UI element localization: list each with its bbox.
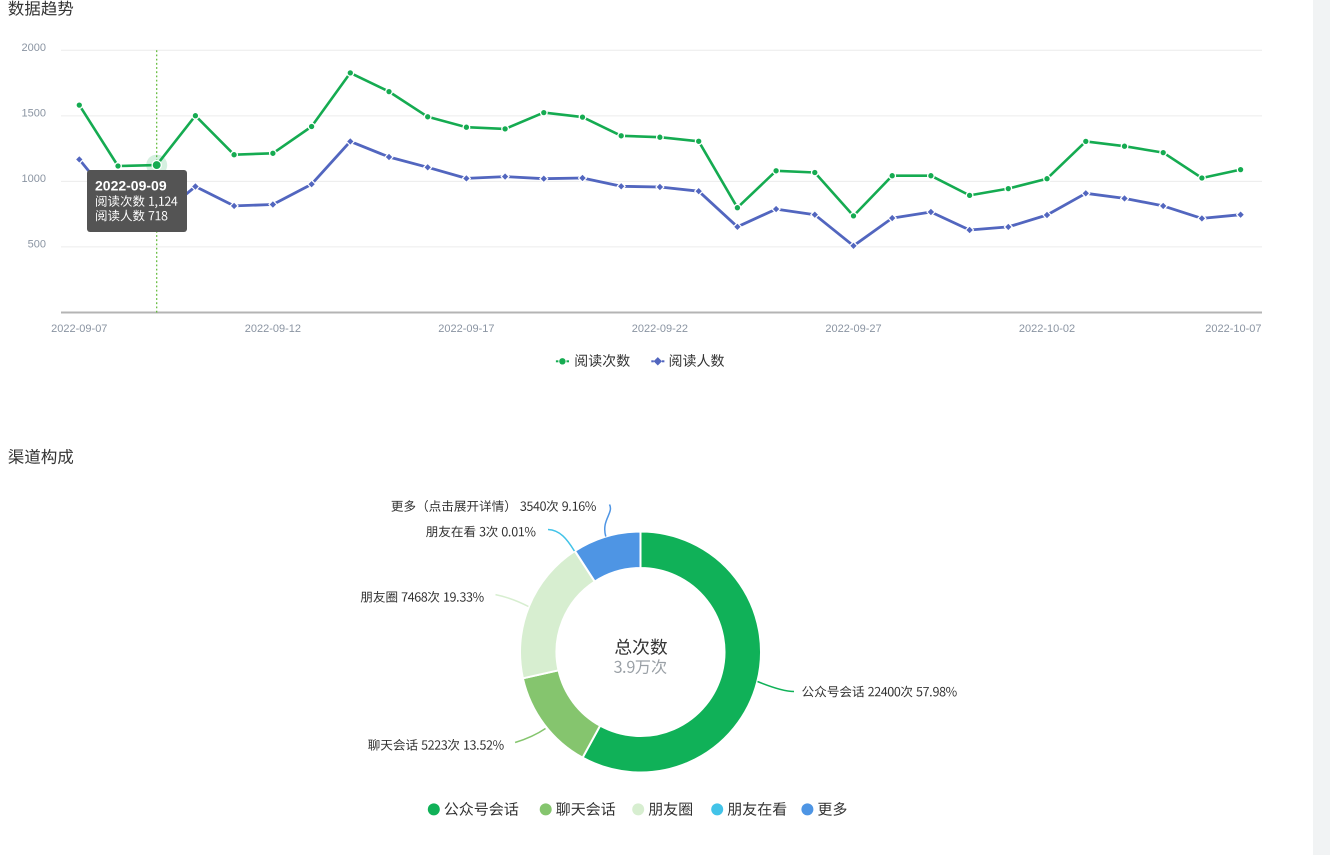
- svg-text:2022-10-07: 2022-10-07: [1205, 323, 1261, 335]
- svg-text:2022-09-07: 2022-09-07: [51, 323, 107, 335]
- svg-text:2022-09-17: 2022-09-17: [438, 323, 494, 335]
- svg-text:2022-09-22: 2022-09-22: [632, 323, 688, 335]
- svg-text:1500: 1500: [22, 107, 46, 119]
- svg-text:2022-10-02: 2022-10-02: [1019, 323, 1075, 335]
- svg-text:2022-09-12: 2022-09-12: [245, 323, 301, 335]
- svg-text:2000: 2000: [22, 42, 46, 54]
- svg-text:2022-09-09: 2022-09-09: [95, 178, 167, 194]
- svg-text:2022-09-27: 2022-09-27: [825, 323, 881, 335]
- svg-text:500: 500: [28, 238, 46, 250]
- svg-text:1000: 1000: [22, 173, 46, 185]
